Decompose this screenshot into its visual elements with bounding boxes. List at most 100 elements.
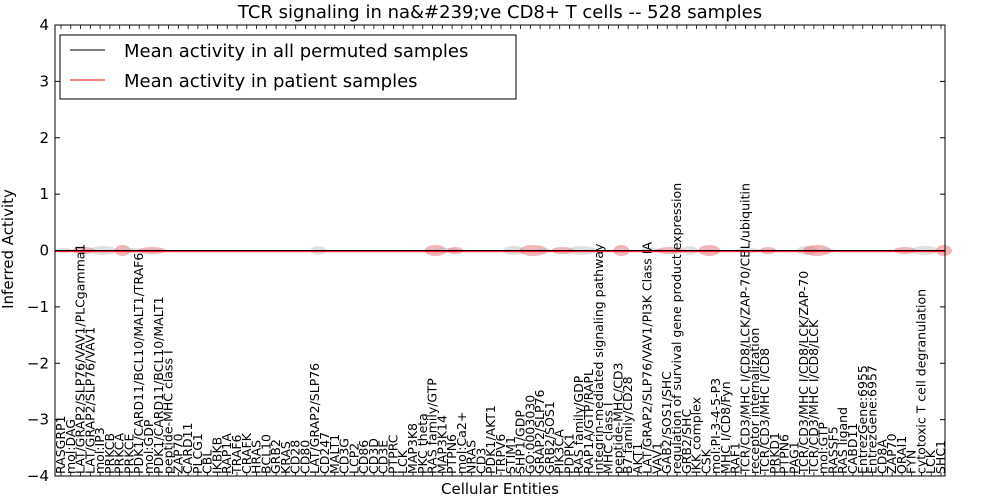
legend: Mean activity in all permuted samples Me… [59,34,517,100]
category-label: GRB2 [268,439,283,474]
category-label: FYN [904,450,919,474]
category-label: PTPN6 [444,434,459,474]
category-labels: RASGRP1mol:DAGLAT/GRAP2/SLP76/VAV1/PLCga… [53,183,948,475]
y-tick-label: 2 [39,129,49,147]
category-label: mol:DAG [63,419,78,474]
y-tick-label: −3 [27,411,49,429]
category-label: LAT/GRAP2/SLP76/VAV1/PI3K Class IA [640,242,655,474]
category-label: PDK1/CARD11/BCL10/MALT1/TRAF6 [131,253,146,474]
category-label: CRAFK [239,432,254,474]
y-axis-label: Inferred Activity [0,189,17,309]
category-label: PRKCE [121,434,136,474]
category-label: TCR/CD3/MHC I/CD8/LCK/ZAP-70 [796,271,811,475]
category-label: MHC I/CD8/Fyn [718,381,733,474]
category-label: GRAP2/SLP76 [532,389,547,474]
category-label: CD8A [874,439,889,474]
x-axis-label: Cellular Entities [441,480,559,498]
category-label: PDK1/AKT1 [483,405,498,474]
category-label: EntrezGene:6957 [865,365,880,474]
category-label: peptide-MHC class I [161,350,176,474]
category-label: PRKCA [112,433,127,474]
category-label: SHC1 [933,440,948,474]
category-label: RAP1A [219,433,234,474]
category-label: PTPRC [385,434,400,474]
category-label: GAB2/SOS1/SHC [659,371,674,474]
category-label: IKBKB [209,437,224,474]
category-label: PDK1/CARD11/BCL10/MALT1 [151,296,166,474]
category-label: ZAP70 [170,433,185,474]
category-label: CABD11 [845,423,860,474]
category-label: VAV1 [649,442,664,474]
category-label: PLCG1 [190,433,205,474]
category-label: BCL10 [258,434,273,474]
legend-label-patient: Mean activity in patient samples [124,71,418,92]
chart-title: TCR signaling in na&#239;ve CD8+ T cells… [237,2,762,23]
category-label: CD86 [356,440,371,474]
category-label: MHC class I [601,402,616,474]
legend-box [59,34,517,100]
category-label: CD3E [376,440,391,474]
category-label: PDPK1 [561,433,576,474]
category-label: KRAS [278,441,293,474]
y-tick-label: −1 [27,298,49,316]
category-label: LCK [395,449,410,474]
category-label: B7 family/CD28 [620,376,635,474]
category-label: TRPV6 [493,434,508,475]
category-label: STIM1 [503,436,518,474]
category-label: LAT/GRAP2/SLP76/VAV1/PLCgamma1 [73,244,88,474]
category-label: RAS family/GDP [571,375,586,474]
category-label: mol:GDP [141,419,156,474]
legend-label-permuted: Mean activity in all permuted samples [124,41,468,62]
category-label: CD3 [473,448,488,474]
category-label: LCP2 [346,443,361,474]
category-label: EntrezGene:6955 [855,365,870,474]
category-label: TCR/CD3/MHC I/CD8/LCK/ZAP-70/CBL/ubiquit… [737,183,752,475]
category-label: LAT/GRAP2/SLP76/VAV1 [82,327,97,474]
category-label: mol:GTP [816,422,831,474]
category-label: MALT1 [327,434,342,474]
category-label: integrin-mediated signaling pathway [591,243,606,474]
category-label: GRB2/SHC [679,409,694,474]
category-label: CBL [200,450,215,474]
category-label: RAS family/GTP [425,378,440,474]
y-tick-label: 4 [39,16,49,34]
category-label: CD3G [337,438,352,474]
x-axis-ticks [60,25,942,476]
y-tick-label: −2 [27,354,49,372]
category-label: GRB2/SOS1 [542,401,557,474]
category-label: ORAI1 [894,436,909,474]
category-label: CD247 [317,432,332,474]
category-label: CSK [698,448,713,474]
category-label: MAP3K8 [405,423,420,474]
category-label: PIK3CA [552,429,567,474]
category-label: CD3D [366,438,381,474]
y-tick-label: 1 [39,185,49,203]
y-axis-ticks: 4 3 2 1 0 −1 −2 −3 −4 [27,16,945,485]
category-label: TCR/CD3/MHC I/CD8/LCK [806,319,821,475]
category-label: RASSF5 [825,426,840,474]
category-label: PKC theta [415,413,430,474]
category-label: CD80 [297,440,312,474]
category-label: regulation of survival gene product expr… [669,183,684,474]
category-label: NRAS [464,440,479,474]
category-label: PTPN6 [777,434,792,474]
category-label: RAF1 [728,442,743,474]
category-label: mol:PI-3-4-5-P3 [708,378,723,474]
category-label: RASGRP1 [53,415,68,474]
category-label: AKT1 [630,443,645,474]
category-label: PRKCB [102,433,117,474]
category-label: ZAP70 [884,433,899,474]
category-label: HRAS [249,440,264,474]
y-tick-label: 0 [39,242,49,260]
y-tick-label: 3 [39,72,49,90]
category-label: MAP3K14 [434,415,449,474]
category-label: mol:IP3 [92,427,107,474]
category-label: LAT/GRAP2/SLP76 [307,363,322,474]
category-label: mol:Ca2+ [454,412,469,474]
category-label: peptide-MHC/CD3 [610,363,625,475]
category-label: PRKD1 [767,432,782,474]
y-tick-label: −4 [27,467,49,485]
category-label: PAG1 [786,441,801,474]
category-label: TRAF6 [229,434,244,475]
category-label: TCR/CD3/MHC I/CD8 [757,348,772,475]
